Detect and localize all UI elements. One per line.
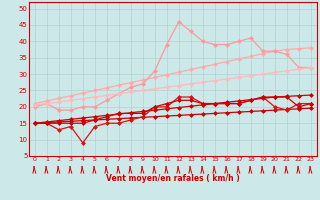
- X-axis label: Vent moyen/en rafales ( km/h ): Vent moyen/en rafales ( km/h ): [106, 174, 240, 183]
